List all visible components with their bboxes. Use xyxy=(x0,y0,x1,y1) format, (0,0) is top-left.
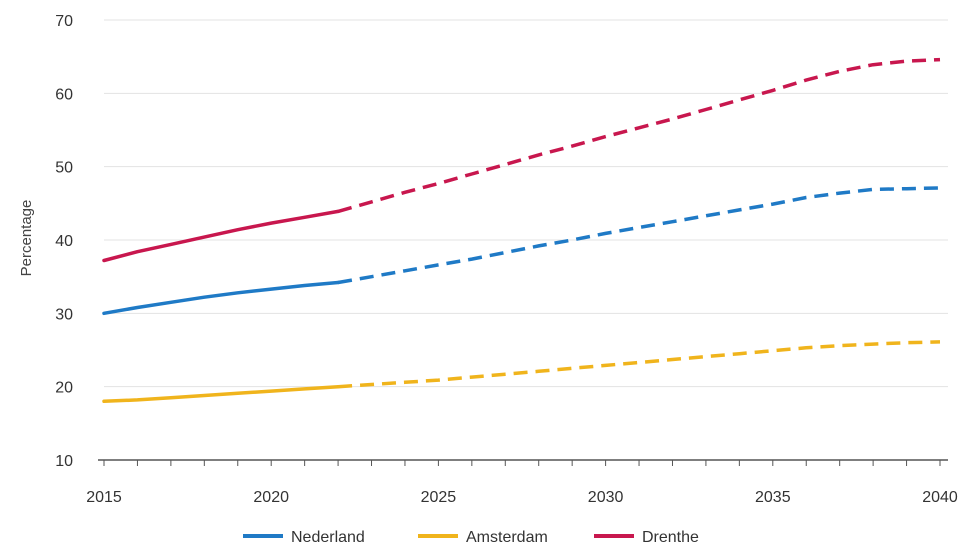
y-tick-label: 20 xyxy=(55,380,73,397)
legend-label-amsterdam: Amsterdam xyxy=(466,529,548,546)
y-axis: 10 20 30 40 50 60 70 xyxy=(55,13,73,470)
y-tick-label: 10 xyxy=(55,453,73,470)
x-tick-label: 2015 xyxy=(86,489,122,506)
series-line-drenthe xyxy=(102,209,340,263)
series-lines xyxy=(102,57,941,404)
series-line-nederland xyxy=(102,280,340,316)
series-line-amsterdam xyxy=(102,384,340,404)
legend: Nederland Amsterdam Drenthe xyxy=(243,529,699,546)
series-forecast-line-drenthe xyxy=(337,57,941,214)
y-tick-label: 70 xyxy=(55,13,73,30)
y-axis-title: Percentage xyxy=(18,200,35,277)
series-forecast-line-amsterdam xyxy=(337,340,941,389)
gridlines xyxy=(104,19,948,388)
legend-label-nederland: Nederland xyxy=(291,529,365,546)
x-axis: 2015 2020 2025 2030 2035 2040 xyxy=(86,459,958,506)
x-tick-label: 2025 xyxy=(421,489,457,506)
series-forecast-line-nederland xyxy=(337,186,941,285)
y-tick-label: 30 xyxy=(55,306,73,323)
x-tick-label: 2040 xyxy=(922,489,958,506)
y-tick-label: 50 xyxy=(55,160,73,177)
legend-label-drenthe: Drenthe xyxy=(642,529,699,546)
x-tick-label: 2030 xyxy=(588,489,624,506)
x-tick-label: 2035 xyxy=(755,489,791,506)
x-tick-label: 2020 xyxy=(253,489,289,506)
y-tick-label: 60 xyxy=(55,86,73,103)
y-tick-label: 40 xyxy=(55,233,73,250)
